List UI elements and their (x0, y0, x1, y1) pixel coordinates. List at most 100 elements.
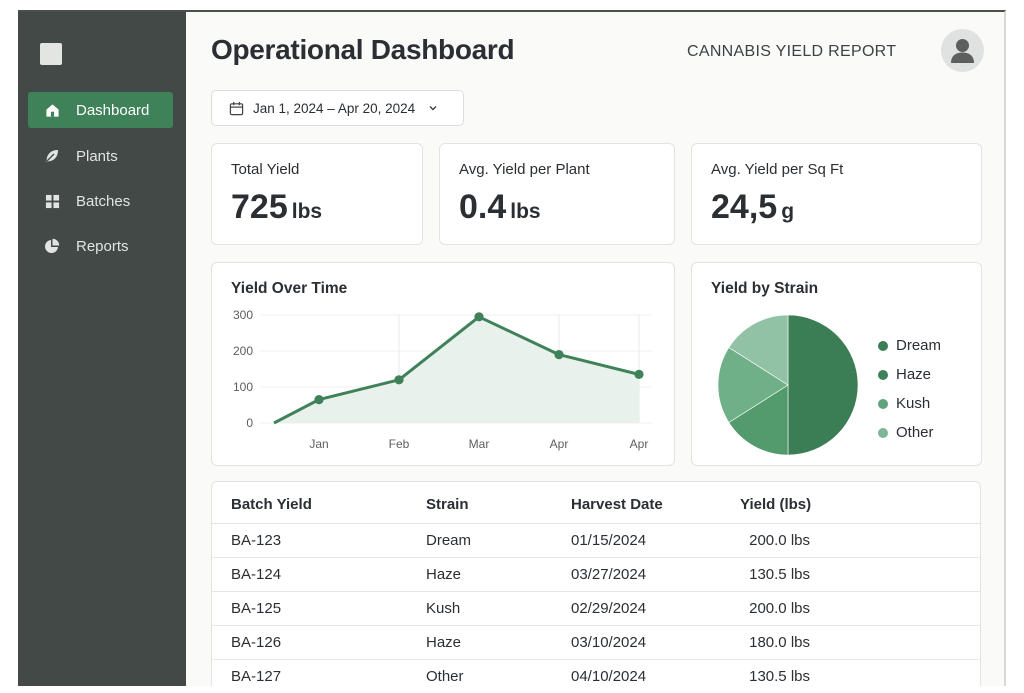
legend-item[interactable]: Dream (878, 331, 941, 360)
legend-item[interactable]: Kush (878, 389, 941, 418)
area-fill (274, 316, 639, 423)
stat-label: Avg. Yield per Plant (459, 161, 590, 178)
pie-slice (728, 384, 789, 456)
calendar-icon (229, 101, 244, 116)
table-row[interactable]: BA-124 Haze 03/27/2024 130.5 lbs (212, 558, 980, 592)
x-tick-label: Jan (309, 437, 328, 451)
harvest-date-cell: 04/10/2024 (571, 668, 647, 685)
strain-cell: Haze (426, 566, 462, 583)
table-row[interactable]: BA-126 Haze 03/10/2024 180.0 lbs (212, 626, 980, 660)
stat-unit: lbs (291, 200, 323, 223)
batch-id-cell: BA-123 (231, 532, 282, 549)
chart-title: Yield Over Time (231, 280, 348, 297)
line-chart: 300 200 100 0 Jan Feb Mar Apr Apr (233, 308, 652, 451)
legend-dot (878, 369, 888, 380)
legend-item[interactable]: Other (878, 418, 941, 447)
strain-cell: Dream (426, 532, 472, 549)
chart-legend: Dream Haze Kush Other (878, 331, 941, 447)
column-header[interactable]: Yield (lbs) (740, 496, 812, 513)
app-logo[interactable] (40, 43, 62, 65)
sidebar-item-plants[interactable]: Plants (28, 138, 173, 174)
yield-cell: 130.5 lbs (749, 566, 810, 583)
sidebar-item-batches[interactable]: Batches (28, 183, 173, 219)
chevron-down-icon (428, 103, 438, 113)
legend-dot (878, 398, 888, 409)
leaf-icon (28, 148, 76, 164)
harvest-date-cell: 01/15/2024 (571, 532, 647, 549)
app-window: Dashboard Plants Batches Reports Operati… (18, 10, 1006, 686)
report-title: CANNABIS YIELD REPORT (687, 43, 897, 60)
stat-label: Total Yield (231, 161, 300, 178)
pie-slice (787, 314, 859, 456)
page-title: Operational Dashboard (211, 34, 515, 65)
stat-unit: lbs (510, 200, 541, 223)
series-line (273, 315, 640, 425)
data-point (634, 369, 644, 379)
grid-icon (28, 194, 76, 209)
batch-id-cell: BA-125 (231, 600, 282, 617)
sidebar-item-label: Reports (76, 237, 129, 255)
table-row[interactable]: BA-125 Kush 02/29/2024 200.0 lbs (212, 592, 980, 626)
user-icon (951, 39, 974, 63)
batch-id-cell: BA-124 (231, 566, 282, 583)
sidebar-item-label: Plants (76, 147, 118, 165)
line-chart-card: Yield Over Time 300 200 100 0 Jan Feb Mar Apr Ap… (211, 262, 675, 466)
legend-item[interactable]: Haze (878, 360, 941, 389)
batch-id-cell: BA-126 (231, 634, 282, 651)
table-header: Batch Yield Strain Harvest Date Yield (l… (212, 486, 980, 524)
y-tick-label: 0 (246, 416, 253, 430)
sidebar-item-label: Batches (76, 192, 131, 210)
table-row[interactable]: BA-127 Other 04/10/2024 130.5 lbs (212, 660, 980, 686)
pie-chart-card: Yield by Strain Dream Haze Kush Other (691, 262, 982, 466)
stat-value: 725 lbs (231, 188, 323, 226)
legend-dot (878, 427, 888, 438)
stat-card-total-yield: Total Yield 725 lbs (211, 143, 423, 245)
data-point (314, 395, 324, 405)
x-tick-label: Apr (550, 437, 569, 451)
data-point (554, 350, 564, 360)
avatar[interactable] (941, 29, 984, 72)
pie-slice (717, 347, 789, 423)
sidebar-item-label: Dashboard (76, 101, 150, 119)
stat-unit: g (781, 200, 795, 223)
stat-card-avg-yield-per-plant: Avg. Yield per Plant 0.4 lbs (439, 143, 675, 245)
stat-card-avg-yield-per-sqft: Avg. Yield per Sq Ft 24,5 g (691, 143, 982, 245)
chart-title: Yield by Strain (711, 280, 819, 297)
yield-cell: 200.0 lbs (749, 532, 810, 549)
batch-id-cell: BA-127 (231, 668, 282, 685)
date-range-label: Jan 1, 2024 – Apr 20, 2024 (253, 100, 416, 116)
table-row[interactable]: BA-123 Dream 01/15/2024 200.0 lbs (212, 524, 980, 558)
strain-cell: Kush (426, 600, 461, 617)
harvest-date-cell: 02/29/2024 (571, 600, 647, 617)
x-tick-label: Apr (630, 437, 649, 451)
pie-icon (28, 238, 76, 254)
pie-slice (728, 314, 789, 386)
yield-cell: 130.5 lbs (749, 668, 810, 685)
date-range-picker[interactable]: Jan 1, 2024 – Apr 20, 2024 (211, 90, 464, 126)
harvest-date-cell: 03/10/2024 (571, 634, 647, 651)
pie-chart (717, 314, 859, 456)
stat-label: Avg. Yield per Sq Ft (711, 161, 844, 178)
home-icon (28, 103, 76, 118)
sidebar: Dashboard Plants Batches Reports (18, 12, 186, 686)
data-point (394, 375, 404, 385)
y-tick-label: 100 (233, 380, 253, 394)
x-tick-label: Mar (469, 437, 490, 451)
column-header[interactable]: Harvest Date (571, 496, 663, 513)
data-point (474, 312, 484, 322)
y-tick-label: 200 (233, 344, 253, 358)
sidebar-item-dashboard[interactable]: Dashboard (28, 92, 173, 128)
harvest-date-cell: 03/27/2024 (571, 566, 647, 583)
legend-dot (878, 340, 888, 351)
batch-yield-table: Batch Yield Strain Harvest Date Yield (l… (211, 481, 981, 686)
y-tick-label: 300 (233, 308, 253, 322)
x-tick-label: Feb (389, 437, 410, 451)
sidebar-item-reports[interactable]: Reports (28, 228, 173, 264)
strain-cell: Haze (426, 634, 462, 651)
column-header[interactable]: Batch Yield (231, 496, 312, 513)
stat-value: 0.4 lbs (459, 188, 541, 226)
column-header[interactable]: Strain (426, 496, 469, 513)
yield-cell: 200.0 lbs (749, 600, 810, 617)
main-content: Operational Dashboard CANNABIS YIELD REP… (186, 12, 1004, 686)
yield-cell: 180.0 lbs (749, 634, 810, 651)
